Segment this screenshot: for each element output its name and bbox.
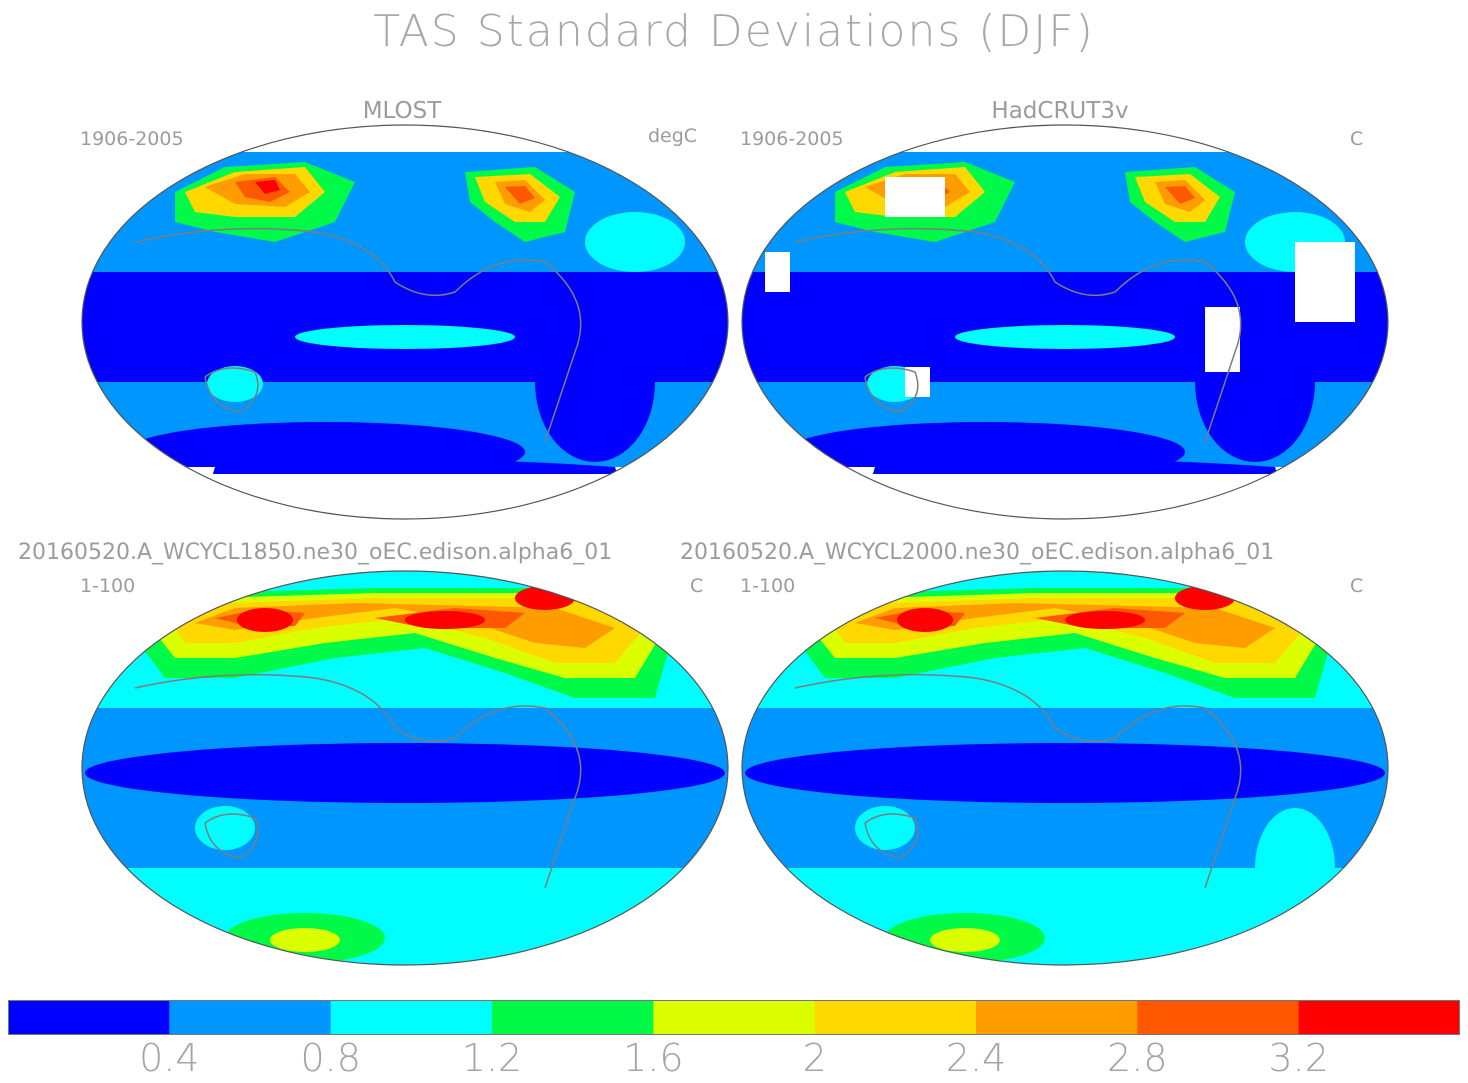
panel-period-1: 1906-2005 <box>80 128 184 150</box>
australia-blob <box>207 366 263 402</box>
south-america-low <box>535 302 655 462</box>
australia-blob <box>195 806 255 850</box>
panel-title-1: MLOST <box>362 98 442 124</box>
colorbar-swatch-2 <box>169 1000 332 1035</box>
na-dark-orange <box>1165 186 1195 204</box>
colorbar-swatch-1 <box>8 1000 170 1035</box>
australia-blob <box>855 806 915 850</box>
colorbar <box>8 1000 1460 1035</box>
colorbar-swatch-9 <box>1298 1000 1460 1035</box>
missing-data <box>885 177 945 217</box>
map-outline <box>81 124 729 520</box>
equatorial-pacific-blob <box>295 325 515 349</box>
coastline <box>794 227 1242 443</box>
map-fill <box>742 125 1388 519</box>
canada-red <box>1065 611 1145 629</box>
map-outline <box>741 570 1389 966</box>
panel-title-3: 20160520.A_WCYCL1850.ne30_oEC.edison.alp… <box>18 540 613 565</box>
colorbar-tick-label: 0.8 <box>300 1036 361 1080</box>
colorbar-swatch-4 <box>492 1000 654 1035</box>
equatorial-pacific-blob <box>955 325 1175 349</box>
arctic-red <box>515 586 575 610</box>
coastline <box>794 673 1242 889</box>
panel-units-2: C <box>1350 128 1364 150</box>
southern-cyan <box>82 868 728 965</box>
colorbar-tick-label: 1.6 <box>623 1036 684 1080</box>
colorbar-swatch-6 <box>814 1000 977 1035</box>
colorbar-tick-label: 1.2 <box>461 1036 523 1080</box>
map-panel-model-2000 <box>741 570 1389 966</box>
panel-period-3: 1-100 <box>80 575 136 597</box>
map-fill <box>82 571 728 965</box>
panel-period-2: 1906-2005 <box>740 128 844 150</box>
colorbar-swatch-5 <box>653 1000 816 1035</box>
australia-coastline <box>204 367 259 413</box>
australia-coastline <box>204 813 259 859</box>
coastline <box>134 673 582 889</box>
na-dark-orange <box>505 186 535 204</box>
colorbar-swatch-3 <box>330 1000 493 1035</box>
panel-title-4: 20160520.A_WCYCL2000.ne30_oEC.edison.alp… <box>680 540 1275 565</box>
colorbar-swatch-8 <box>1137 1000 1300 1035</box>
map-fill <box>82 125 728 519</box>
panel-title-2: HadCRUT3v <box>991 98 1129 124</box>
panel-units-1: degC <box>648 125 698 147</box>
antarctic-yellow <box>270 928 340 952</box>
australia-coastline <box>864 813 919 859</box>
panel-units-3: C <box>690 575 704 597</box>
arctic-no-data <box>742 125 1388 152</box>
panel-period-4: 1-100 <box>740 575 796 597</box>
colorbar-frame <box>8 1000 1460 1035</box>
missing-data <box>765 252 790 292</box>
colorbar-tick-label: 2 <box>802 1036 827 1080</box>
colorbar-tick-label: 0.4 <box>139 1036 200 1080</box>
map-panel-model-1850 <box>81 570 729 966</box>
colorbar-swatch-7 <box>976 1000 1138 1035</box>
arctic-no-data <box>82 125 728 152</box>
map-fill <box>742 571 1388 965</box>
coastline <box>134 227 582 443</box>
eurasia-red <box>255 180 280 194</box>
tropical-low-band <box>745 743 1385 803</box>
arctic-red <box>1175 586 1235 610</box>
missing-data <box>1205 307 1240 372</box>
map-outline <box>741 124 1389 520</box>
map-panel-mlost <box>81 124 729 520</box>
south-atlantic-cyan <box>1255 808 1335 928</box>
siberia-red <box>897 608 953 632</box>
antarctica-white <box>742 474 1388 519</box>
antarctica-white <box>82 474 728 519</box>
missing-data <box>1295 242 1355 322</box>
figure-title: TAS Standard Deviations (DJF) <box>373 6 1095 57</box>
atlantic-cyan <box>585 212 685 272</box>
map-panel-hadcrut <box>741 124 1389 520</box>
canada-red <box>405 611 485 629</box>
tropical-low-band <box>85 743 725 803</box>
map-outline <box>81 570 729 966</box>
colorbar-tick-label: 3.2 <box>1268 1036 1329 1080</box>
panel-units-4: C <box>1350 575 1364 597</box>
colorbar-tick-label: 2.4 <box>945 1036 1007 1080</box>
colorbar-tick-label: 2.8 <box>1107 1036 1168 1080</box>
siberia-red <box>237 608 293 632</box>
antarctic-yellow <box>930 928 1000 952</box>
australia-coastline <box>864 367 919 413</box>
